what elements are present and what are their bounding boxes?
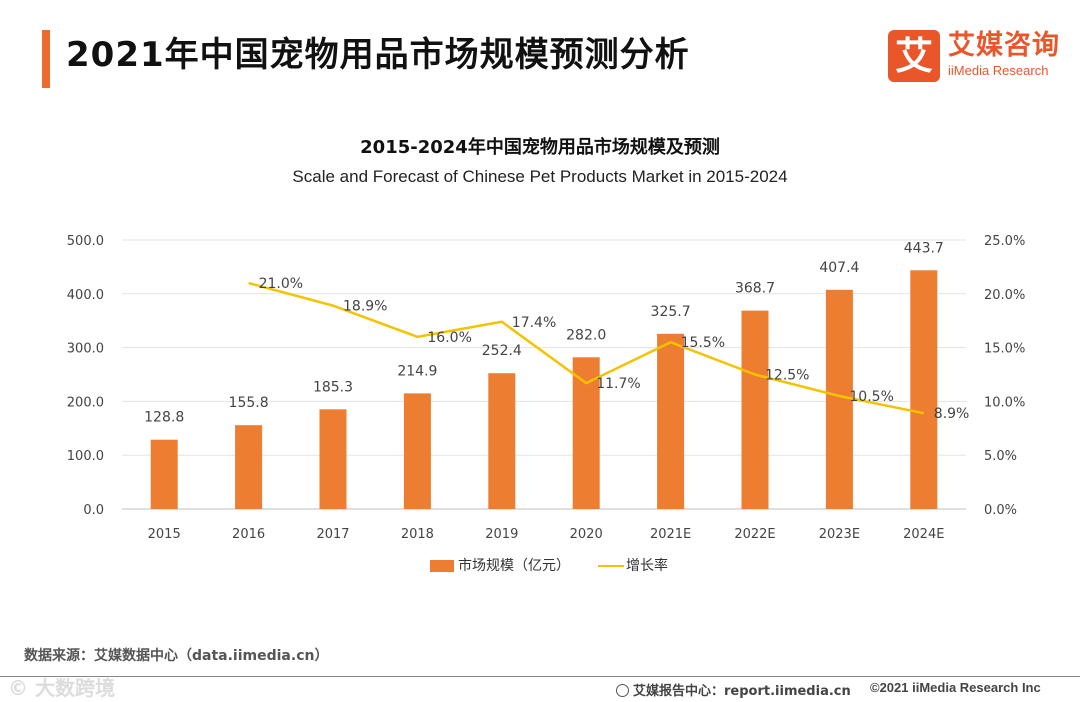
chart-title: 2015-2024年中国宠物用品市场规模及预测	[360, 137, 720, 158]
line-value-label: 17.4%	[512, 315, 556, 331]
title-accent-bar	[42, 30, 50, 88]
bar-value-label: 325.7	[651, 304, 691, 320]
logo-english-name: iiMedia Research	[948, 63, 1049, 78]
y-left-tick-label: 200.0	[67, 395, 104, 410]
legend-bar-swatch	[430, 560, 454, 572]
bar-value-label: 185.3	[313, 379, 353, 395]
y-left-tick-label: 100.0	[67, 449, 104, 464]
bar	[657, 333, 685, 509]
y-left-tick-label: 500.0	[67, 234, 104, 249]
y-left-tick-label: 0.0	[83, 503, 104, 518]
data-source-note: 数据来源：艾媒数据中心（data.iimedia.cn）	[24, 648, 329, 664]
line-value-label: 11.7%	[596, 376, 640, 392]
x-tick-label: 2018	[401, 527, 434, 542]
chart-area: 0.0 100.0 200.0 300.0 400.0 500.0 0.0% 5.0% 10.0…	[67, 234, 1026, 542]
bar-value-label: 407.4	[819, 260, 859, 276]
x-tick-label: 2024E	[903, 527, 944, 542]
legend-line-swatch	[598, 565, 624, 567]
bar-value-label: 282.0	[566, 327, 606, 343]
x-tick-label: 2019	[485, 527, 518, 542]
line-value-label: 10.5%	[849, 389, 893, 405]
bar-value-label: 155.8	[229, 395, 269, 411]
y-right-tick-label: 0.0%	[984, 503, 1017, 518]
bar	[488, 373, 516, 509]
x-tick-label: 2017	[316, 527, 349, 542]
bar-value-label: 252.4	[482, 343, 522, 359]
legend-label-market-size: 市场规模（亿元）	[458, 558, 570, 574]
bar	[910, 270, 938, 509]
bar	[741, 310, 769, 509]
y-right-tick-label: 20.0%	[984, 288, 1025, 303]
footer-divider	[0, 676, 1080, 677]
x-tick-label: 2016	[232, 527, 265, 542]
bar	[403, 393, 431, 509]
bar-value-label: 128.8	[144, 410, 184, 426]
line-value-label: 15.5%	[681, 335, 725, 351]
watermark: © 大数跨境	[8, 676, 115, 700]
bar	[825, 289, 853, 509]
x-tick-label: 2020	[570, 527, 603, 542]
footer-report-center-text: 艾媒报告中心：report.iimedia.cn	[633, 684, 851, 699]
line-value-label: 12.5%	[765, 368, 809, 384]
iimedia-logo: 艾 艾媒咨询 iiMedia Research	[888, 30, 1068, 84]
x-tick-label: 2021E	[650, 527, 691, 542]
bar-value-label: 368.7	[735, 281, 775, 297]
line-value-label: 8.9%	[934, 406, 970, 422]
footer-report-center: 艾媒报告中心：report.iimedia.cn	[616, 680, 851, 699]
bar-value-label: 443.7	[904, 240, 944, 256]
line-value-label: 18.9%	[343, 299, 387, 315]
page-title: 2021年中国宠物用品市场规模预测分析	[66, 35, 690, 75]
bar	[150, 439, 178, 509]
logo-mark: 艾	[888, 30, 940, 82]
y-right-tick-label: 15.0%	[984, 342, 1025, 357]
x-tick-label: 2015	[148, 527, 181, 542]
bar-value-label: 214.9	[397, 363, 437, 379]
logo-chinese-name: 艾媒咨询	[948, 30, 1060, 61]
x-tick-label: 2022E	[734, 527, 775, 542]
y-left-tick-label: 400.0	[67, 288, 104, 303]
footer-copyright: ©2021 iiMedia Research Inc	[870, 680, 1041, 695]
y-left-tick-label: 300.0	[67, 342, 104, 357]
growth-rate-line	[248, 281, 925, 415]
bar	[319, 409, 347, 509]
legend-label-growth-rate: 增长率	[626, 558, 668, 574]
y-right-tick-label: 25.0%	[984, 234, 1025, 249]
line-value-label: 21.0%	[259, 276, 303, 292]
y-right-tick-label: 5.0%	[984, 449, 1017, 464]
y-right-tick-label: 10.0%	[984, 395, 1025, 410]
x-tick-label: 2023E	[819, 527, 860, 542]
line-value-label: 16.0%	[427, 330, 471, 346]
globe-icon	[616, 684, 629, 697]
bar	[235, 425, 263, 509]
chart-subtitle: Scale and Forecast of Chinese Pet Produc…	[292, 167, 788, 186]
